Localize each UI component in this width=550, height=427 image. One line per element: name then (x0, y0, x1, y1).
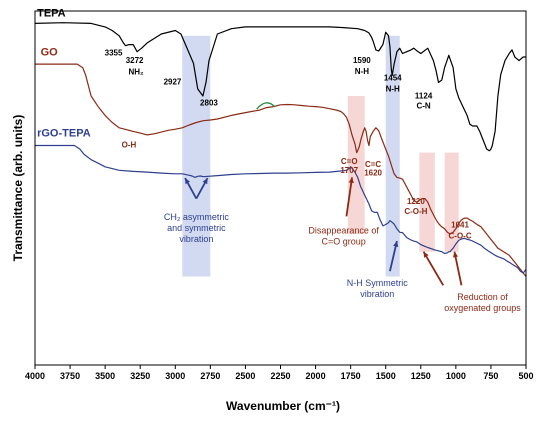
arrow-5 (453, 251, 463, 286)
series-label-rgo: rGO-TEPA (37, 128, 91, 140)
arrow-4 (422, 251, 445, 286)
note-3: Reduction of oxygenated groups (444, 292, 521, 313)
annotation-arrows (184, 177, 463, 286)
peak-annotation: C-N (416, 102, 430, 111)
peak-annotation: 1707 (340, 166, 358, 175)
x-axis-title: Wavenumber (cm⁻¹) (226, 399, 340, 413)
x-tick-label: 1250 (411, 371, 431, 381)
peak-annotation: 1454 (384, 74, 402, 83)
arrow-2 (345, 177, 354, 217)
x-tick-label: 1500 (376, 371, 396, 381)
x-tick-label: 3000 (165, 371, 185, 381)
series-line-go-highlight (256, 102, 276, 110)
peak-annotation: 2803 (200, 99, 218, 108)
x-tick-label: 3500 (95, 371, 115, 381)
band-2 (385, 35, 400, 277)
highlight-bands (182, 35, 459, 277)
note-0: CH₂ asymmetric and symmetric vibration (164, 212, 229, 244)
arrow-1 (195, 177, 209, 200)
x-tick-label: 1750 (341, 371, 361, 381)
x-tick-label: 2500 (235, 371, 255, 381)
series-label-tepa: TEPA (37, 7, 66, 19)
x-tick-label: 500 (518, 371, 533, 381)
band-0 (182, 35, 211, 277)
note-2: N-H Symmetric vibration (347, 278, 408, 299)
peak-annotation: O-H (122, 140, 137, 149)
peak-annotation: N-H (386, 84, 400, 93)
band-4 (444, 152, 459, 252)
spectra (34, 22, 527, 277)
peak-annotation: 1620 (364, 169, 382, 178)
x-tick-label: 2000 (306, 371, 326, 381)
peak-annotation: C-O-C (449, 231, 472, 240)
peak-annotation: 1041 (451, 221, 469, 230)
peak-annotation: 1124 (415, 91, 433, 100)
x-axis-ticks: 4000 3750 3500 3250 3000 2750 2500 2250 2000 1750… (25, 365, 534, 381)
arrow-3 (389, 240, 399, 272)
x-tick-label: 4000 (25, 371, 45, 381)
x-tick-label: 3250 (130, 371, 150, 381)
peak-annotation: NH₂ (128, 68, 144, 77)
series-line-tepa (34, 22, 526, 152)
peak-annotation: 1220 (407, 197, 425, 206)
x-tick-label: 750 (483, 371, 498, 381)
series-line-rgo (35, 144, 527, 274)
x-tick-label: 3750 (60, 371, 80, 381)
peak-annotation: C-O-H (404, 207, 427, 216)
peak-annotation: 2927 (164, 77, 182, 86)
peak-annotation: C=O (341, 157, 358, 166)
band-1 (347, 95, 365, 235)
peak-annotation: N-H (355, 67, 369, 76)
y-axis-title: Transmittance (arb. units) (11, 115, 25, 262)
arrow-0 (184, 177, 198, 200)
peak-annotation: 1590 (353, 56, 371, 65)
series-line-go (35, 63, 527, 277)
x-tick-label: 2250 (270, 371, 290, 381)
peak-annotation: 3355 (105, 48, 123, 57)
note-1: Disappearance of C=O group (308, 225, 379, 246)
x-tick-label: 1000 (446, 371, 466, 381)
peak-annotation: C=C (365, 160, 381, 169)
x-tick-label: 2750 (200, 371, 220, 381)
series-label-go: GO (41, 46, 59, 58)
peak-annotation: 3272 (126, 56, 144, 65)
